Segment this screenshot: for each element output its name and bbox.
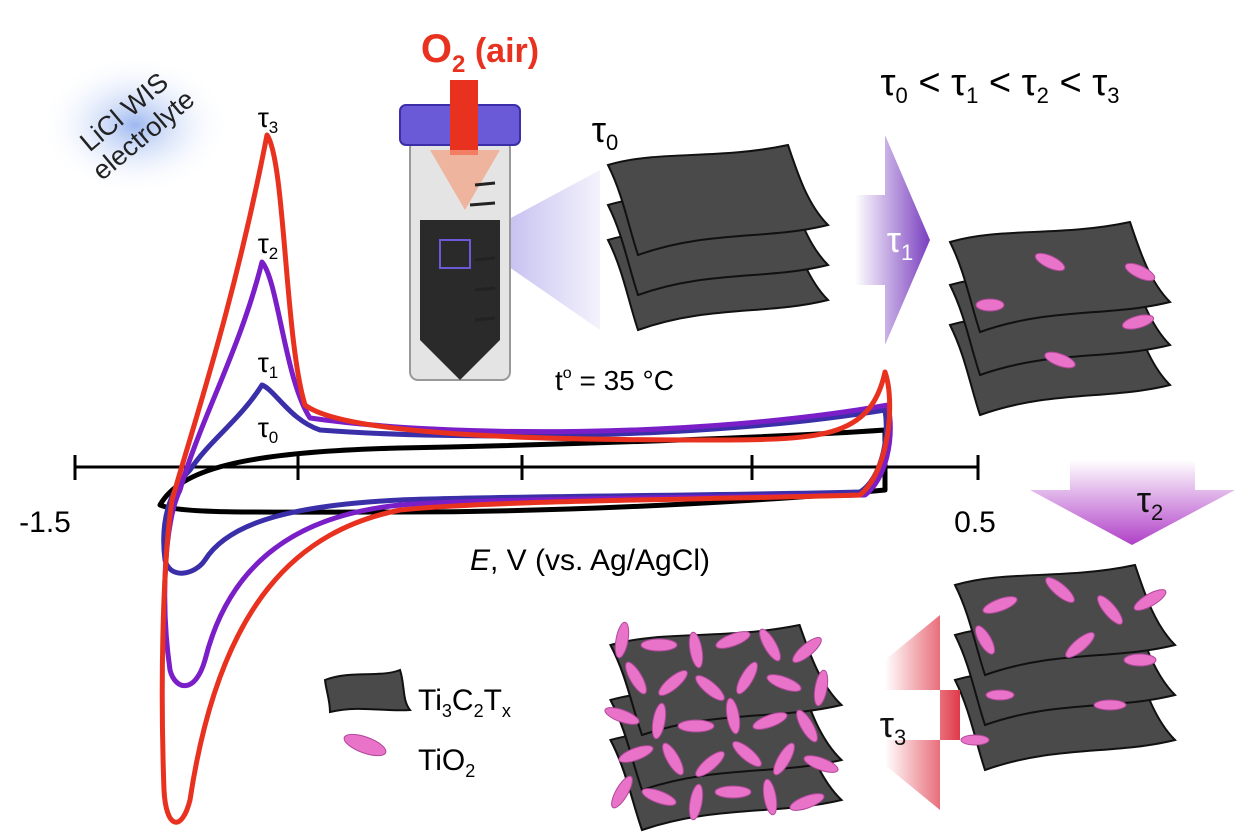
tio2-particle [618,745,654,763]
tio2-particle [677,719,715,733]
stack-t3 [604,621,843,832]
stack-t1 [949,221,1171,416]
x-axis-label: E, V (vs. Ag/AgCl) [470,544,710,577]
legend-sheet-icon [323,668,412,714]
tio2-particle [695,751,725,777]
tio2-particle [651,702,667,740]
curve-label: τ2 [258,228,279,263]
tio2-particle [759,628,781,662]
glow [40,55,230,195]
tio2-particle [640,638,678,652]
curve-label: τ3 [258,102,279,137]
temperature: to = 35 °C [555,365,674,396]
tio2-particle [766,674,802,692]
x-tick-label: 0.5 [954,506,996,539]
legend-label: TiO2 [418,744,475,781]
tio2-particle [662,742,684,776]
legend-label: Ti3C2Tx [418,684,511,721]
tio2-particle [789,793,825,811]
stack-t0 [607,144,829,331]
tio2-particle [688,783,704,821]
x-tick-label: -1.5 [19,506,71,539]
tio2-particle [732,741,762,767]
stage-label: τ2 [1137,479,1163,525]
legend-tio2-icon [343,733,387,757]
tio2-particle [752,712,788,730]
stage-label: τ3 [880,704,906,750]
stage-label: τ0 [592,109,618,155]
vial [399,80,600,381]
tio2-particle [604,707,640,725]
tio2-particle [714,785,752,799]
tio2-particle [813,669,829,707]
tio2-particle [614,621,630,659]
tio2-particle [803,755,839,773]
stack-t2 [954,564,1176,771]
tio2-particle [796,709,818,743]
stage-label: τ1 [887,219,913,265]
tio2-particle [695,675,725,701]
tio2-particle [641,788,677,806]
curve-label: τ1 [258,347,279,382]
gas-label: O2 (air) [421,27,539,78]
tio2-particle [725,697,741,735]
curve-label: τ0 [258,412,279,447]
arrow [885,615,960,810]
tio2-particle [611,775,633,809]
tio2-particle [715,631,751,649]
tio2-particle [688,631,704,669]
cv-curves [157,132,893,825]
tio2-particle [792,637,822,663]
tio2-particle [658,670,688,696]
tio2-particle [762,778,778,816]
arrow [855,135,930,345]
order-label: τ0 < τ1 < τ2 < τ3 [881,62,1120,108]
arrow [1030,460,1235,545]
tio2-particle [773,742,795,776]
tio2-particle [736,661,758,695]
tio2-particle [625,661,647,695]
